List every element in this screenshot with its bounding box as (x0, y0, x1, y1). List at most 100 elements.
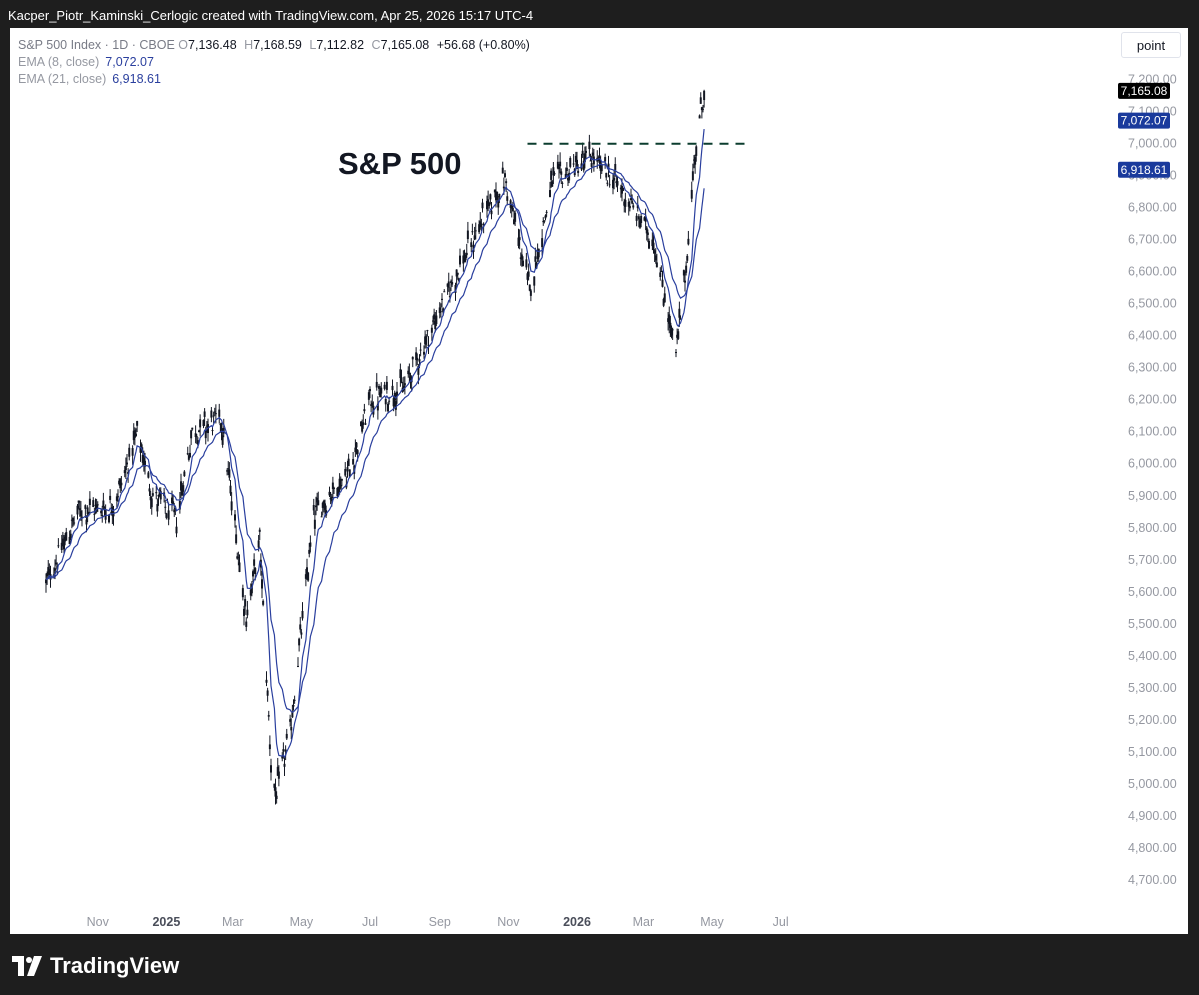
candle-body (686, 255, 689, 261)
chart-panel[interactable]: 4,700.00 4,800.00 4,900.00 5,000.00 5,100.00… (10, 28, 1188, 934)
x-tick-label: Mar (222, 915, 244, 929)
candle-body (510, 205, 513, 209)
candle-body (699, 97, 702, 104)
candle-body (553, 173, 556, 175)
candle-body (60, 542, 63, 550)
candle-body (518, 237, 521, 241)
candle-body (304, 574, 307, 579)
candle-body (504, 173, 506, 178)
x-tick-label: Mar (633, 915, 655, 929)
candle-body (409, 376, 412, 383)
ema21-price-label-bg (1118, 161, 1170, 178)
last-price-label-bg (1118, 82, 1170, 99)
candle-body (144, 460, 146, 467)
candle-body (488, 202, 491, 207)
candle-body (435, 315, 438, 325)
candle-body (316, 497, 319, 503)
candle-body (380, 387, 383, 394)
candle-body (237, 557, 240, 559)
candle-body (676, 334, 679, 338)
candle-body (399, 369, 402, 379)
price-chart[interactable]: 4,700.00 4,800.00 4,900.00 5,000.00 5,100.00… (10, 28, 1188, 934)
ema21-value: 6,918.61 (112, 72, 161, 86)
y-tick-label: 6,500.00 (1128, 297, 1177, 311)
candle-body (258, 529, 261, 532)
candle-body (151, 493, 154, 496)
candle-body (307, 572, 310, 581)
price-scale-mode-button[interactable]: point (1121, 32, 1181, 58)
candle-body (252, 571, 254, 577)
candle-body (218, 409, 221, 417)
candle-body (556, 161, 559, 169)
candle-body (541, 238, 544, 248)
candle-body (203, 411, 206, 417)
candle-body (190, 430, 193, 439)
y-tick-label: 6,600.00 (1128, 265, 1177, 279)
candle-body (559, 161, 562, 167)
tradingview-logo-icon (12, 956, 42, 976)
candle-body (662, 298, 665, 306)
ema8-row: EMA (8, close) 7,072.07 (18, 54, 530, 71)
candle-body (669, 322, 672, 328)
candle-body (371, 402, 374, 406)
candle-body (687, 238, 690, 245)
candle-body (526, 273, 529, 280)
ema21-price-label: 6,918.61 (1121, 163, 1168, 177)
candle-body (65, 532, 68, 541)
candle-body (513, 219, 515, 225)
candle-body (111, 507, 114, 515)
candle-body (292, 705, 295, 707)
candle-body (519, 257, 522, 259)
candle-body (495, 191, 497, 201)
candle-body (238, 562, 241, 572)
candle-body (543, 220, 546, 222)
last-price-label: 7,165.08 (1121, 84, 1168, 98)
candle-body (243, 608, 245, 616)
ema8-price-label-bg (1118, 112, 1170, 129)
y-tick-label: 6,800.00 (1128, 201, 1177, 215)
candle-body (76, 505, 79, 515)
candle-body (187, 455, 190, 460)
candle-body (301, 610, 304, 619)
candle-body (194, 433, 197, 438)
y-tick-label: 6,100.00 (1128, 425, 1177, 439)
candle-body (156, 504, 159, 512)
candle-body (73, 522, 76, 524)
candle-body (479, 221, 482, 225)
candle-body (522, 260, 524, 267)
candle-body (407, 370, 410, 375)
candle-body (599, 161, 602, 171)
candle-body (79, 510, 82, 517)
candle-body (322, 500, 325, 508)
y-tick-label: 5,900.00 (1128, 489, 1177, 503)
candle-body (489, 194, 492, 200)
candle-body (375, 381, 378, 388)
y-tick-label: 5,700.00 (1128, 553, 1177, 567)
candle-body (204, 430, 207, 439)
candle-body (533, 276, 536, 286)
candle-body (245, 621, 248, 627)
candle-body (142, 458, 145, 465)
candle-body (86, 507, 89, 515)
candle-body (534, 256, 537, 262)
candle-body (465, 252, 468, 256)
candle-body (448, 296, 451, 298)
candle-body (450, 281, 452, 283)
candle-body (551, 181, 554, 187)
candle-body (670, 328, 673, 336)
candle-body (313, 519, 316, 529)
candle-body (68, 536, 71, 544)
candle-body (210, 410, 213, 418)
candle-body (462, 255, 465, 264)
candle-body (337, 486, 340, 495)
candle-body (361, 424, 364, 432)
candle-body (276, 766, 279, 776)
candle-body (668, 314, 671, 324)
candle-body (266, 690, 269, 696)
candle-body (321, 502, 324, 508)
tradingview-logo: TradingView (12, 953, 179, 979)
candle-body (636, 205, 639, 209)
candle-body (95, 504, 98, 512)
candle-body (685, 265, 688, 273)
open-label: O (178, 38, 189, 52)
